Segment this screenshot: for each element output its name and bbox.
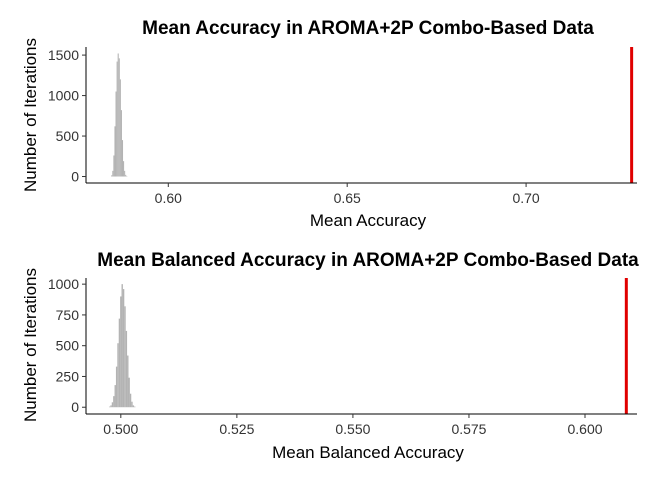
histogram-bar [108, 406, 111, 408]
histogram-bar [115, 366, 118, 408]
histogram-bar [114, 385, 116, 408]
x-axis-title-2: Mean Balanced Accuracy [272, 443, 464, 462]
histogram-bar [122, 289, 125, 408]
x-axis-title-1: Mean Accuracy [310, 211, 427, 230]
histogram-bar [115, 91, 117, 177]
y-tick-label: 1000 [48, 276, 79, 292]
x-tick-label: 0.500 [103, 421, 138, 437]
y-tick-label: 500 [56, 338, 80, 354]
histogram-bar [134, 406, 136, 408]
x-ticks-2: 0.500 0.525 0.550 0.575 0.600 [103, 414, 603, 437]
histogram-bar [123, 161, 125, 177]
histogram-bar [125, 174, 127, 177]
histogram-bars-1 [111, 53, 128, 177]
x-tick-label: 0.600 [567, 421, 602, 437]
histogram-bar [111, 175, 113, 177]
chart-title-1: Mean Accuracy in AROMA+2P Combo-Based Da… [142, 18, 594, 39]
y-tick-label: 1000 [48, 88, 79, 104]
y-tick-label: 0 [71, 399, 79, 415]
y-tick-label: 250 [56, 368, 80, 384]
x-tick-label: 0.525 [219, 421, 254, 437]
histogram-bar [111, 402, 114, 408]
histogram-bar [113, 396, 115, 408]
histogram-bar [125, 330, 128, 408]
y-axis-title-1: Number of Iterations [21, 38, 40, 192]
x-tick-label: 0.575 [451, 421, 486, 437]
y-ticks-2: 0 250 500 750 1000 [48, 276, 86, 415]
panel-mean-accuracy: Mean Accuracy in AROMA+2P Combo-Based Da… [21, 18, 637, 230]
histogram-bars-2 [108, 284, 136, 408]
histogram-bar [116, 61, 118, 177]
histogram-bar [112, 170, 114, 177]
histogram-bar [124, 306, 126, 408]
panel-mean-balanced-accuracy: Mean Balanced Accuracy in AROMA+2P Combo… [21, 250, 639, 462]
y-tick-label: 1500 [48, 47, 79, 63]
histogram-bar [121, 140, 124, 177]
histogram-bar [124, 170, 126, 177]
histogram-bar [129, 393, 132, 408]
histogram-bar [118, 58, 120, 177]
y-axis-title-2: Number of Iterations [21, 268, 40, 422]
histogram-bar [132, 405, 135, 408]
x-tick-label: 0.70 [512, 190, 539, 206]
x-tick-label: 0.550 [335, 421, 370, 437]
x-tick-label: 0.60 [155, 190, 182, 206]
histogram-bar [121, 284, 123, 408]
histogram-bar [110, 405, 112, 408]
x-ticks-1: 0.60 0.65 0.70 [155, 183, 540, 206]
y-tick-label: 500 [56, 128, 80, 144]
y-tick-label: 750 [56, 307, 80, 323]
x-tick-label: 0.65 [334, 190, 361, 206]
histogram-bar [117, 53, 119, 177]
histogram-bar [118, 318, 121, 408]
histogram-bar [113, 155, 115, 177]
histogram-bar [127, 355, 129, 408]
histogram-bar [128, 377, 130, 408]
y-tick-label: 0 [71, 169, 79, 185]
y-ticks-1: 0 500 1000 1500 [48, 47, 86, 185]
histogram-bar [131, 401, 133, 408]
histogram-bar [114, 126, 116, 177]
chart-title-2: Mean Balanced Accuracy in AROMA+2P Combo… [97, 250, 639, 271]
histogram-bar [117, 343, 119, 408]
histogram-bar [120, 296, 122, 408]
histogram-bar [119, 79, 121, 177]
histogram-bar [120, 110, 122, 177]
